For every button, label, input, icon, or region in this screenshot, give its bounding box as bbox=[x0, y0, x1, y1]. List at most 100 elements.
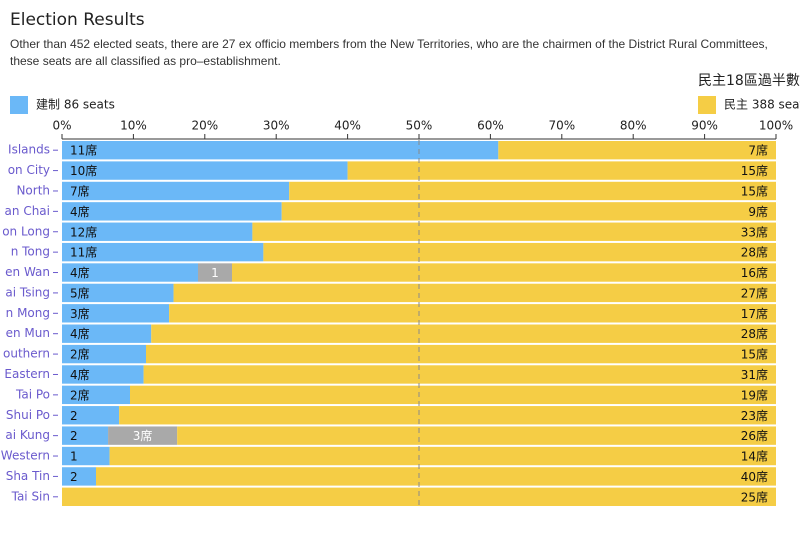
y-tick-label: Islands bbox=[8, 143, 50, 157]
value-label: 15席 bbox=[741, 347, 768, 362]
bar-segment bbox=[62, 222, 253, 241]
x-tick-label: 90% bbox=[691, 119, 718, 133]
value-label: 9席 bbox=[748, 204, 768, 219]
value-label: 3席 bbox=[133, 428, 153, 443]
value-label: 40席 bbox=[741, 469, 768, 484]
bar-segment bbox=[169, 304, 777, 323]
bar-segment bbox=[96, 467, 776, 486]
bar-segment bbox=[62, 263, 198, 282]
bar-segment bbox=[177, 426, 777, 445]
value-label: 4席 bbox=[70, 204, 90, 219]
bar-segment bbox=[263, 242, 776, 262]
y-tick-label: Western bbox=[1, 449, 50, 463]
value-label: 26席 bbox=[741, 428, 768, 443]
legend-label: 建制 86 seats bbox=[36, 98, 115, 112]
value-label: 1 bbox=[70, 450, 78, 464]
value-label: 16席 bbox=[741, 265, 768, 280]
y-tick-label: en Mun bbox=[6, 326, 50, 340]
value-label: 27席 bbox=[741, 285, 768, 300]
x-tick-label: 30% bbox=[263, 119, 290, 133]
bar-segment bbox=[62, 161, 348, 180]
bar-segment bbox=[143, 365, 777, 384]
y-tick-label: ai Kung bbox=[5, 428, 50, 442]
bar-segment bbox=[198, 263, 232, 282]
bar-segment bbox=[62, 426, 109, 445]
bar-segment bbox=[62, 385, 130, 405]
annotation: 民主18區過半數 bbox=[698, 73, 800, 89]
chart-title: Election Results bbox=[10, 10, 145, 30]
y-tick-label: n Mong bbox=[6, 306, 50, 320]
value-label: 2 bbox=[70, 470, 78, 484]
value-label: 23席 bbox=[741, 408, 768, 423]
y-tick-label: outhern bbox=[3, 347, 50, 361]
value-label: 3席 bbox=[70, 306, 90, 321]
value-label: 25席 bbox=[741, 489, 768, 504]
value-label: 15席 bbox=[741, 163, 768, 178]
bar-segment bbox=[62, 446, 110, 466]
x-tick-label: 80% bbox=[620, 119, 647, 133]
value-label: 2席 bbox=[70, 387, 90, 402]
x-tick-label: 10% bbox=[120, 119, 147, 133]
value-label: 17席 bbox=[741, 306, 768, 321]
value-label: 5席 bbox=[70, 285, 90, 300]
x-tick-label: 20% bbox=[191, 119, 218, 133]
bar-segment bbox=[130, 385, 776, 405]
y-tick-label: on City bbox=[8, 163, 50, 177]
x-tick-label: 70% bbox=[548, 119, 575, 133]
value-label: 1 bbox=[211, 266, 219, 280]
bar-segment bbox=[62, 202, 282, 221]
value-label: 14席 bbox=[741, 449, 768, 464]
value-label: 7席 bbox=[70, 183, 90, 198]
subtitle-box: Other than 452 elected seats, there are … bbox=[10, 37, 768, 68]
y-tick-label: Eastern bbox=[4, 367, 50, 381]
value-label: 11席 bbox=[70, 143, 97, 158]
value-label: 31席 bbox=[741, 367, 768, 382]
x-tick-label: 50% bbox=[406, 119, 433, 133]
x-tick-label: 40% bbox=[334, 119, 361, 133]
bar-segment bbox=[62, 487, 776, 506]
value-label: 7席 bbox=[748, 143, 768, 158]
bar-segment bbox=[252, 222, 776, 241]
value-label: 2席 bbox=[70, 347, 90, 362]
bar-segment bbox=[62, 283, 174, 303]
bar-segment bbox=[498, 141, 776, 160]
bar-segment bbox=[62, 365, 144, 384]
bar-segment bbox=[347, 161, 776, 180]
value-label: 19席 bbox=[741, 387, 768, 402]
bar-segment bbox=[62, 324, 152, 343]
x-tick-label: 60% bbox=[477, 119, 504, 133]
y-tick-label: Tai Po bbox=[15, 387, 50, 401]
value-label: 33席 bbox=[741, 224, 768, 239]
value-label: 10席 bbox=[70, 163, 97, 178]
bar-segment bbox=[281, 202, 776, 221]
bar-segment bbox=[62, 467, 96, 486]
value-label: 11席 bbox=[70, 245, 97, 260]
y-tick-label: an Chai bbox=[5, 204, 50, 218]
bar-segment bbox=[62, 181, 290, 201]
y-tick-label: en Wan bbox=[5, 265, 50, 279]
legend-label: 民主 388 seats bbox=[724, 98, 800, 112]
y-tick-label: Shui Po bbox=[6, 408, 50, 422]
value-label: 28席 bbox=[741, 326, 768, 341]
bar-segment bbox=[62, 344, 146, 364]
bar-segment bbox=[62, 304, 170, 323]
value-label: 2 bbox=[70, 429, 78, 443]
legend-swatch bbox=[10, 96, 28, 114]
y-tick-label: n Tong bbox=[11, 245, 50, 259]
chart-subtitle: Other than 452 elected seats, there are … bbox=[10, 37, 768, 68]
value-label: 4席 bbox=[70, 367, 90, 382]
bar-segment bbox=[232, 263, 776, 282]
bar-segment bbox=[62, 242, 264, 262]
bar-segment bbox=[119, 406, 777, 425]
y-tick-label: on Long bbox=[2, 224, 50, 238]
bar-segment bbox=[109, 446, 777, 466]
x-tick-label: 100% bbox=[759, 119, 793, 133]
value-label: 2 bbox=[70, 409, 78, 423]
y-tick-label: ai Tsing bbox=[5, 285, 50, 299]
bar-segment bbox=[289, 181, 776, 201]
value-label: 12席 bbox=[70, 224, 97, 239]
y-tick-label: Sha Tin bbox=[6, 469, 50, 483]
bar-segment bbox=[62, 141, 499, 160]
legend-swatch bbox=[698, 96, 716, 114]
